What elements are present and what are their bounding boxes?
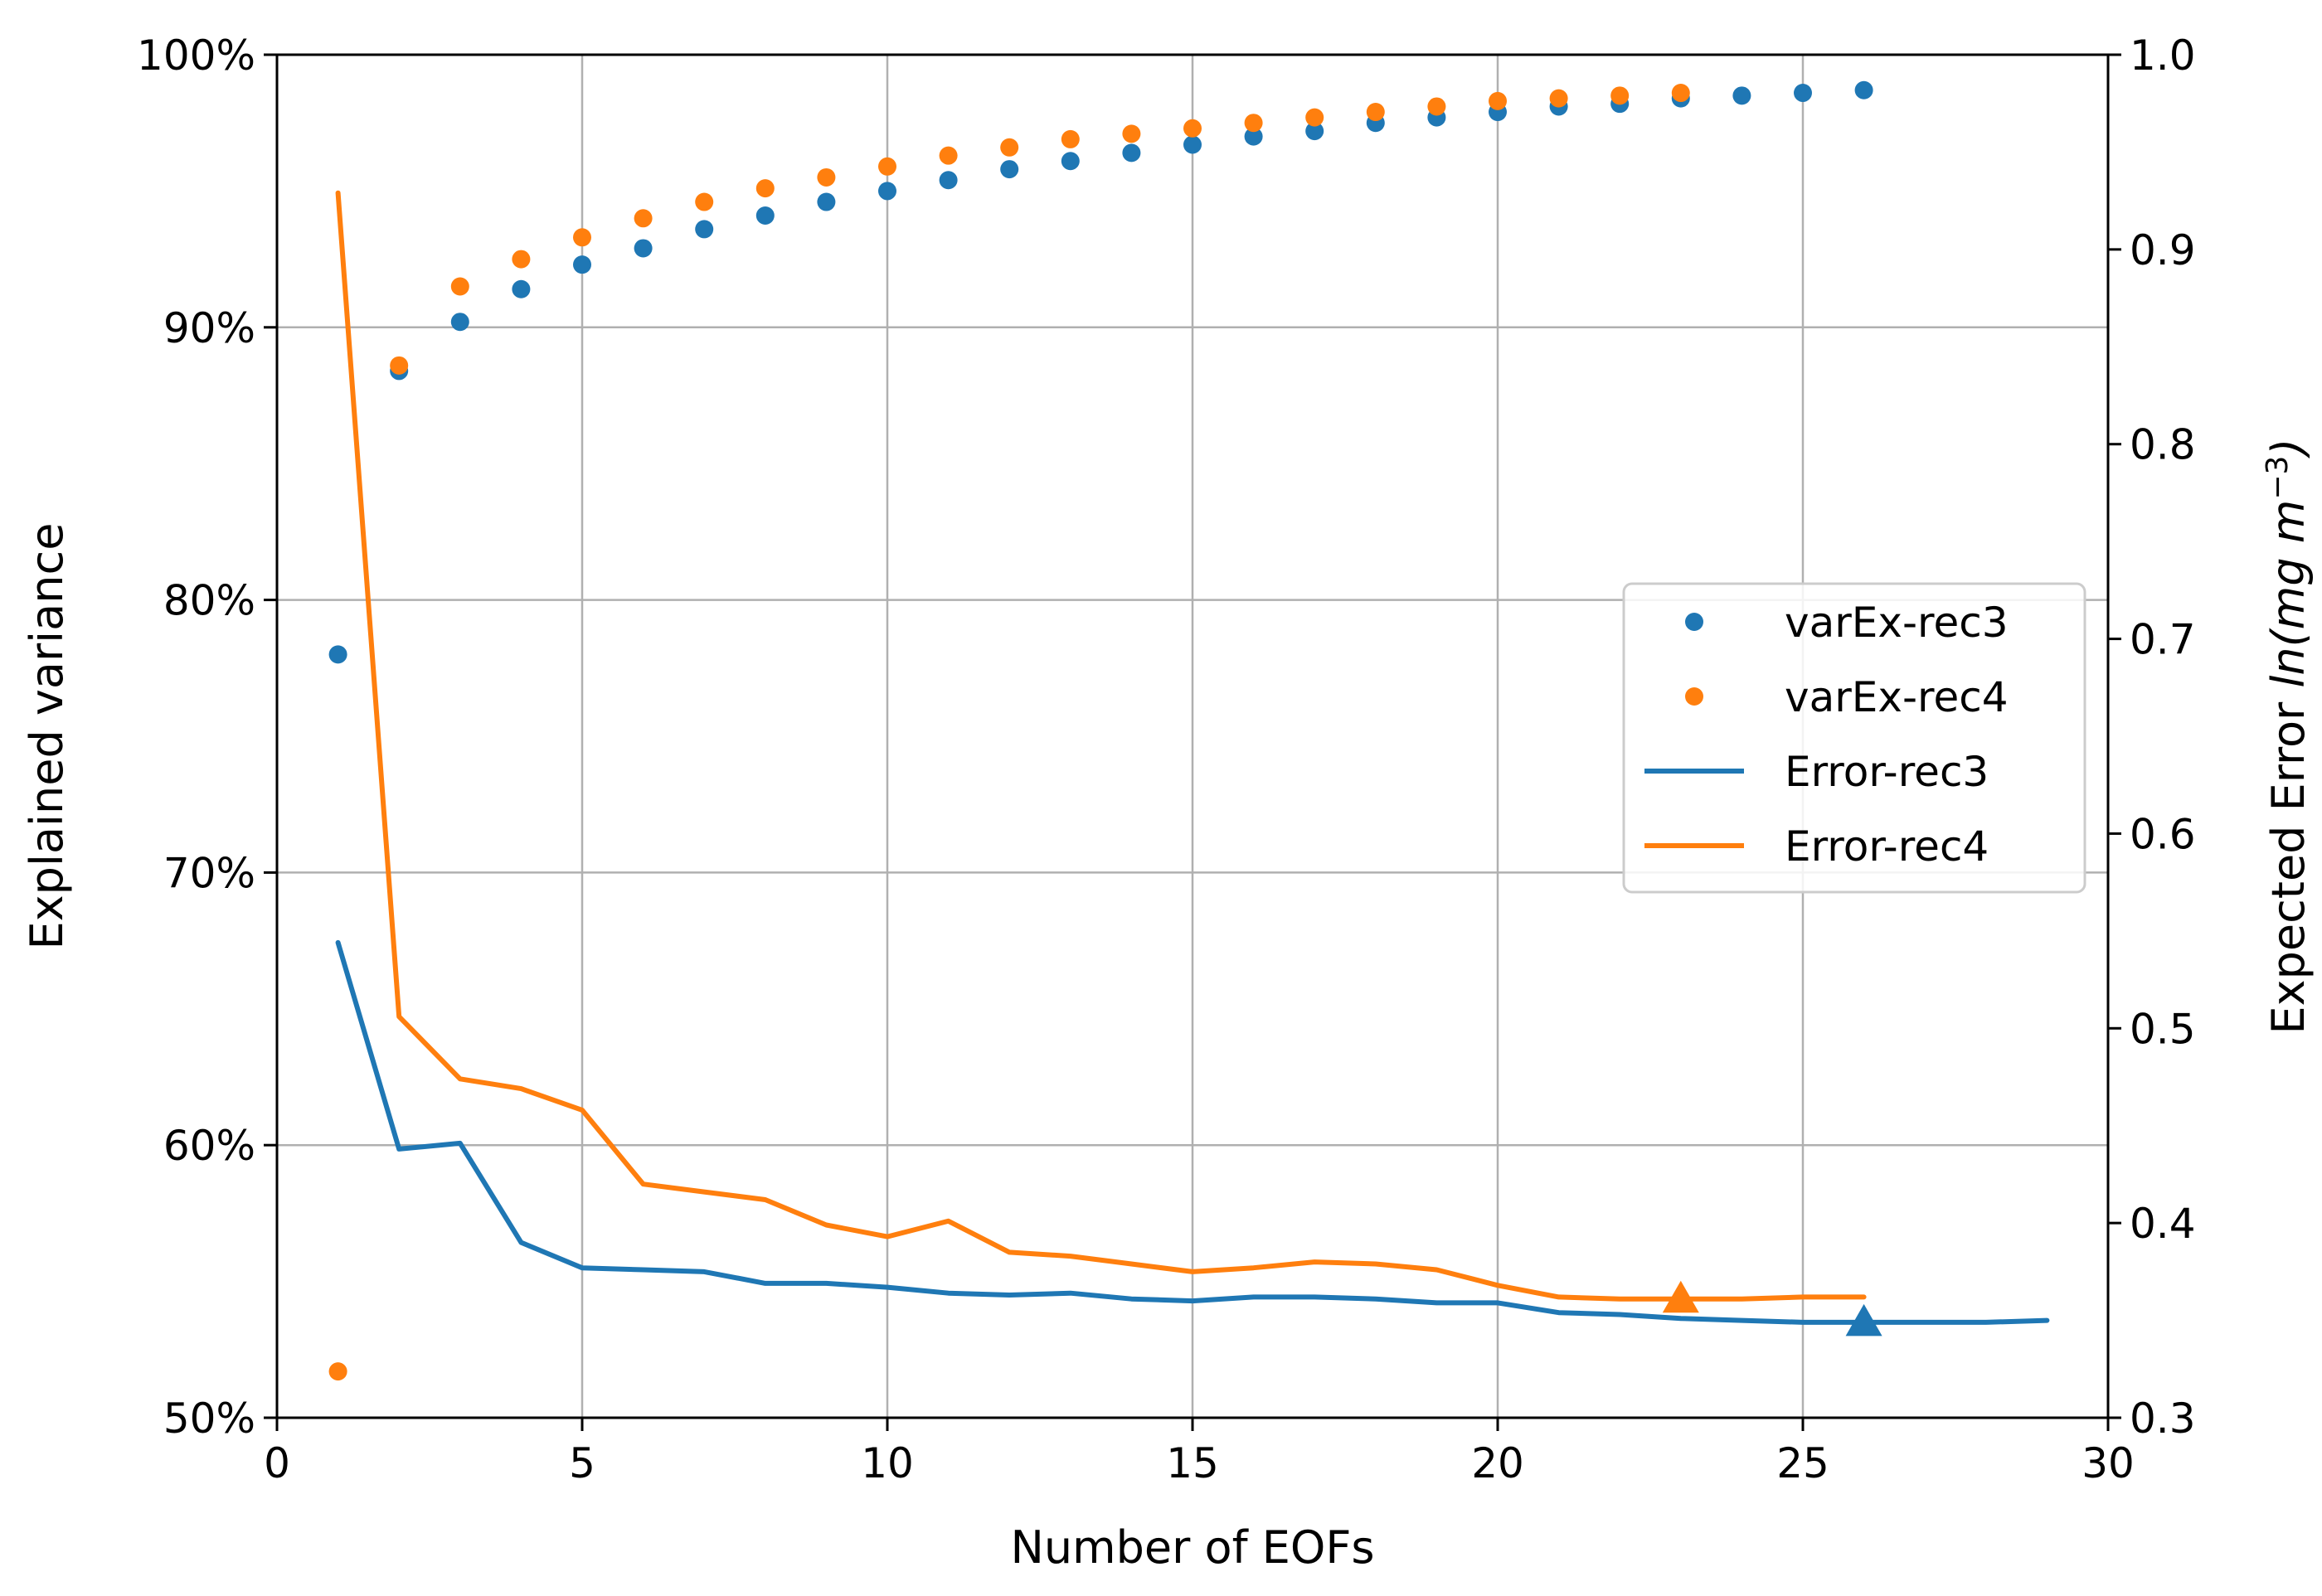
point-varex-rec3 <box>817 192 836 211</box>
point-varex-rec3 <box>1061 152 1080 171</box>
point-varex-rec3 <box>1794 84 1812 103</box>
y-right-tick-label: 0.4 <box>2130 1200 2196 1248</box>
y-left-tick-label: 60% <box>163 1122 255 1170</box>
point-varex-rec3 <box>328 645 347 664</box>
point-varex-rec3 <box>1183 135 1202 154</box>
point-varex-rec4 <box>1122 124 1141 143</box>
y-right-tick-label: 0.5 <box>2130 1005 2196 1053</box>
y-left-tick-label: 90% <box>163 304 255 352</box>
point-varex-rec4 <box>755 179 775 198</box>
legend-label-varex-rec4: varEx-rec4 <box>1785 673 2009 721</box>
point-varex-rec4 <box>1305 108 1324 127</box>
x-tick-label: 0 <box>264 1439 290 1487</box>
point-varex-rec4 <box>390 356 409 375</box>
point-varex-rec4 <box>573 228 591 247</box>
point-varex-rec4 <box>634 209 653 228</box>
point-varex-rec4 <box>1183 119 1202 138</box>
point-varex-rec3 <box>634 239 653 258</box>
legend-box <box>1622 582 2086 894</box>
point-varex-rec4 <box>1610 86 1630 105</box>
point-varex-rec4 <box>878 157 896 176</box>
legend-swatch-varex-rec4 <box>1685 687 1703 706</box>
series-line-error-rec4 <box>335 190 1867 1302</box>
y-right-tick-label: 0.7 <box>2130 616 2196 664</box>
y-right-tick-label: 1.0 <box>2130 32 2196 80</box>
point-varex-rec3 <box>939 171 958 190</box>
point-varex-rec4 <box>1549 89 1568 108</box>
series-layer <box>328 80 2050 1381</box>
point-varex-rec3 <box>1000 160 1019 179</box>
series-marker-error-rec4 <box>1662 1280 1699 1313</box>
point-varex-rec3 <box>512 279 531 298</box>
y-right-tick-label: 0.9 <box>2130 226 2196 274</box>
point-varex-rec3 <box>878 182 896 201</box>
y-axis-right-label-exponent: −3 <box>2261 456 2295 500</box>
y-left-tick-label: 70% <box>163 849 255 897</box>
point-varex-rec3 <box>1122 143 1141 163</box>
point-varex-rec4 <box>328 1362 347 1381</box>
x-tick-label: 25 <box>1776 1439 1829 1487</box>
point-varex-rec4 <box>939 146 958 165</box>
y-right-tick-label: 0.8 <box>2130 421 2196 469</box>
x-tick-label: 5 <box>569 1439 595 1487</box>
point-varex-rec4 <box>1671 84 1690 103</box>
point-varex-rec3 <box>1854 80 1873 99</box>
y-axis-right-label-prefix: Expected Error <box>2262 688 2315 1035</box>
series-marker-error-rec3 <box>1845 1303 1882 1336</box>
point-varex-rec3 <box>695 220 714 239</box>
point-varex-rec4 <box>450 277 469 296</box>
point-varex-rec3 <box>755 206 775 225</box>
point-varex-rec3 <box>573 255 591 274</box>
y-right-tick-label: 0.3 <box>2130 1395 2196 1443</box>
y-left-tick-label: 80% <box>163 577 255 625</box>
legend-label-varex-rec3: varEx-rec3 <box>1785 599 2009 647</box>
y-axis-right-label-math: ln(mg m <box>2262 500 2315 688</box>
legend: varEx-rec3 varEx-rec4 Error-rec3 Error-r… <box>1622 582 2086 894</box>
x-tick-label: 30 <box>2082 1439 2135 1487</box>
point-varex-rec4 <box>1061 129 1080 148</box>
y-axis-right-label: Expected Error ln(mg m−3) <box>2261 438 2315 1034</box>
x-axis-label: Number of EOFs <box>1010 1521 1374 1574</box>
point-varex-rec3 <box>1305 122 1324 141</box>
y-axis-left-label: Explained variance <box>21 523 73 950</box>
point-varex-rec3 <box>1244 127 1263 146</box>
point-varex-rec4 <box>1489 91 1507 110</box>
point-varex-rec4 <box>1427 97 1446 116</box>
point-varex-rec3 <box>450 313 469 332</box>
point-varex-rec4 <box>1244 114 1263 133</box>
y-right-tick-label: 0.6 <box>2130 810 2196 858</box>
x-tick-label: 15 <box>1166 1439 1219 1487</box>
y-axis-right-label-close: ) <box>2262 438 2315 458</box>
point-varex-rec4 <box>1366 103 1385 122</box>
x-tick-label: 20 <box>1471 1439 1524 1487</box>
point-varex-rec4 <box>1000 138 1019 157</box>
axes: 0 5 10 15 20 25 30 50% 60% 70% 80% 90% 100% 0.3 0.4 0.5… <box>137 32 2195 1487</box>
series-line-error-rec3 <box>335 939 2050 1325</box>
y-left-tick-label: 50% <box>163 1395 255 1443</box>
legend-swatch-varex-rec3 <box>1685 613 1703 631</box>
legend-label-error-rec3: Error-rec3 <box>1785 748 1989 796</box>
x-tick-label: 10 <box>861 1439 914 1487</box>
point-varex-rec4 <box>695 192 714 211</box>
legend-label-error-rec4: Error-rec4 <box>1785 822 1989 871</box>
y-left-tick-label: 100% <box>137 32 255 80</box>
point-varex-rec4 <box>817 167 836 187</box>
point-varex-rec4 <box>512 250 531 269</box>
point-varex-rec3 <box>1732 86 1751 105</box>
